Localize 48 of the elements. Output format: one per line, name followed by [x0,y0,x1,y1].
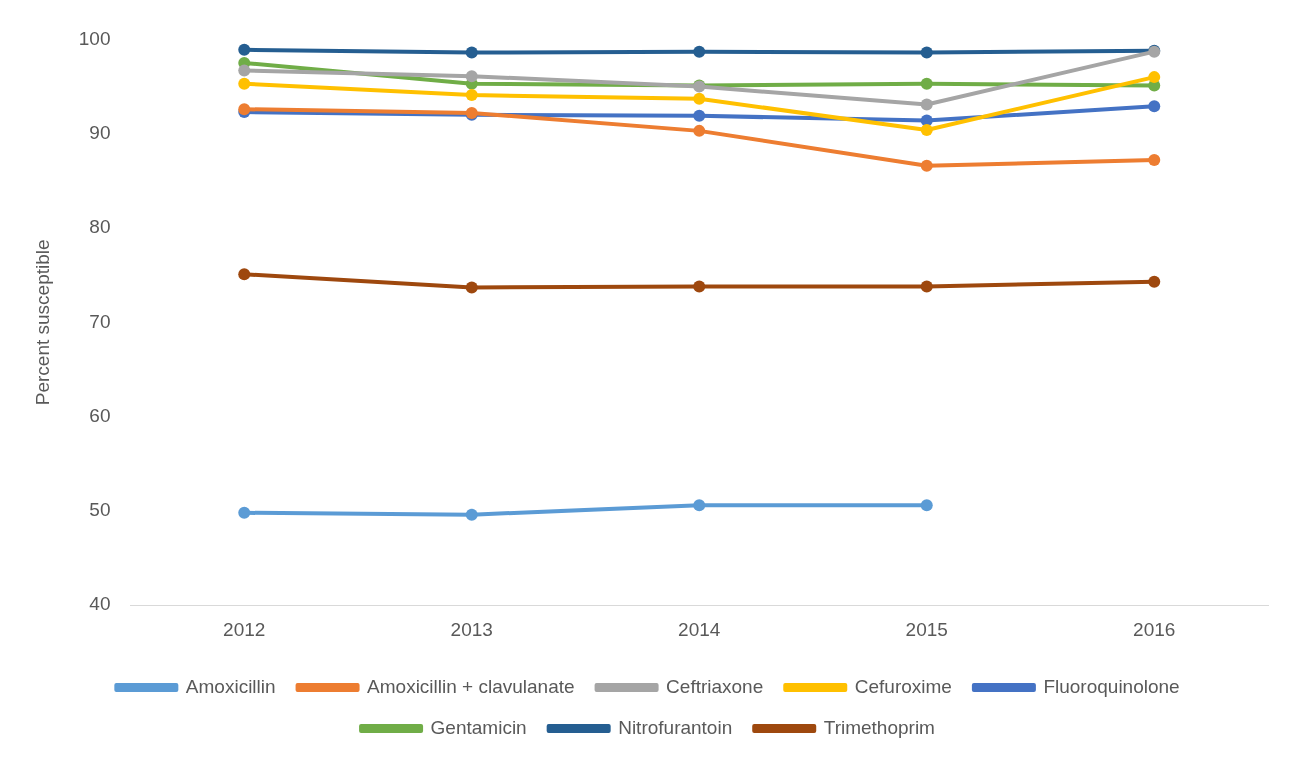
point [238,43,251,56]
point [465,508,478,521]
legend-label: Trimethoprim [823,716,935,738]
point [465,281,478,294]
point [1148,100,1161,113]
point [920,159,933,172]
point [1148,71,1161,84]
y-tick-label: 70 [89,310,111,332]
point [920,280,933,293]
point [693,499,706,512]
y-tick-label: 50 [89,499,111,521]
point [238,77,251,90]
point [920,123,933,136]
x-tick-label: 2012 [223,618,266,640]
point [238,268,251,281]
legend-label: Gentamicin [430,716,527,738]
x-tick-label: 2014 [678,618,721,640]
x-tick-label: 2013 [450,618,493,640]
point [465,70,478,83]
legend-label: Nitrofurantoin [618,716,733,738]
point [693,124,706,137]
y-tick-label: 100 [78,27,111,49]
point [693,109,706,122]
point [693,280,706,293]
point [238,506,251,519]
x-tick-label: 2016 [1133,618,1176,640]
y-tick-label: 90 [89,121,111,143]
point [465,89,478,102]
legend-label: Cefuroxime [854,675,952,697]
point [920,46,933,59]
legend-label: Amoxicillin + clavulanate [367,675,575,697]
point [1148,275,1161,288]
point [1148,154,1161,167]
legend-label: Fluoroquinolone [1043,675,1180,697]
y-tick-label: 80 [89,216,111,238]
point [465,46,478,59]
y-tick-label: 40 [89,593,111,615]
point [693,92,706,105]
point [920,98,933,111]
point [693,45,706,58]
point [238,64,251,77]
y-tick-label: 60 [89,404,111,426]
point [920,77,933,90]
y-axis-title: Percent susceptible [31,239,53,406]
legend-label: Amoxicillin [185,675,276,697]
point [920,499,933,512]
legend-label: Ceftriaxone [666,675,764,697]
x-tick-label: 2015 [905,618,948,640]
